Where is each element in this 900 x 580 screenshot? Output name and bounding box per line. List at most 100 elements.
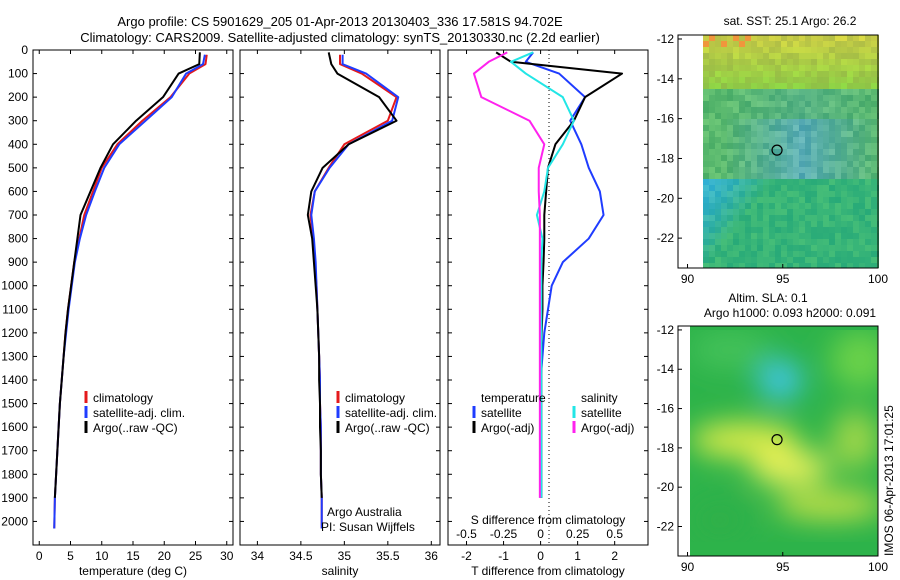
sst-cell: [859, 131, 866, 138]
sst-cell: [799, 35, 806, 42]
sst-cell: [805, 71, 812, 78]
sst-cell: [871, 41, 878, 48]
sst-cell: [721, 83, 728, 90]
sst-cell: [841, 185, 848, 192]
sst-cell: [871, 191, 878, 198]
sst-cell: [709, 191, 716, 198]
sst-cell: [775, 257, 782, 264]
sst-cell: [847, 173, 854, 180]
sst-cell: [841, 113, 848, 120]
sst-cell: [865, 101, 872, 108]
y-tick-label: 1000: [1, 279, 28, 293]
sst-cell: [775, 65, 782, 72]
sst-cell: [811, 107, 818, 114]
sst-cell: [727, 179, 734, 186]
sst-cell: [865, 245, 872, 252]
sst-cell: [745, 227, 752, 234]
sst-cell: [829, 179, 836, 186]
sst-cell: [751, 155, 758, 162]
sst-cell: [763, 119, 770, 126]
sst-cell: [823, 143, 830, 150]
sst-cell: [787, 77, 794, 84]
sla-map-tick-group: 90 95 100 -12 -14 -16 -18 -20 -22: [657, 323, 889, 574]
sst-cell: [805, 179, 812, 186]
sst-cell: [847, 101, 854, 108]
sst-cell: [799, 125, 806, 132]
x-tick-label: -2: [461, 549, 472, 563]
sst-cell: [781, 227, 788, 234]
sst-cell: [715, 263, 722, 268]
sst-cell: [715, 185, 722, 192]
sst-cell: [757, 185, 764, 192]
sst-cell: [739, 41, 746, 48]
difference-panel: -2 -1 0 1 2 -0.5 -0.25 0 0.25 0.5 T difference fr…: [447, 49, 649, 578]
sst-cell: [835, 89, 842, 96]
sst-cell: [835, 131, 842, 138]
sst-cell: [739, 131, 746, 138]
sst-cell: [739, 263, 746, 268]
sst-cell: [763, 185, 770, 192]
sst-cell: [853, 245, 860, 252]
map-y-tick-label: -22: [657, 231, 675, 245]
sst-cell: [847, 131, 854, 138]
sst-cell: [727, 89, 734, 96]
sst-cell: [805, 137, 812, 144]
sst-cell: [721, 251, 728, 258]
sst-cell: [733, 119, 740, 126]
sst-cell: [853, 47, 860, 54]
legend-label-argo: Argo(..raw -QC): [93, 421, 178, 435]
sst-cell: [859, 233, 866, 240]
sst-cell: [817, 179, 824, 186]
sst-cell: [817, 221, 824, 228]
sst-cell: [865, 233, 872, 240]
sst-cell: [829, 161, 836, 168]
sst-cell: [703, 215, 710, 222]
sst-cell: [721, 203, 728, 210]
sst-cell: [751, 233, 758, 240]
sst-cell: [805, 191, 812, 198]
sst-cell: [715, 125, 722, 132]
sst-cell: [835, 191, 842, 198]
sst-cell: [817, 113, 824, 120]
sst-cell: [823, 173, 830, 180]
sst-cell: [853, 197, 860, 204]
sst-cell: [715, 119, 722, 126]
sst-cell: [727, 215, 734, 222]
sst-cell: [811, 65, 818, 72]
sst-cell: [703, 143, 710, 150]
sst-cell: [793, 125, 800, 132]
sst-cell: [793, 173, 800, 180]
sst-cell: [727, 149, 734, 156]
sst-cell: [841, 251, 848, 258]
sst-cell: [841, 203, 848, 210]
sst-cell: [727, 227, 734, 234]
sst-cell: [703, 233, 710, 240]
sst-cell: [703, 173, 710, 180]
sst-cell: [739, 251, 746, 258]
sst-cell: [775, 101, 782, 108]
sst-cell: [721, 173, 728, 180]
sst-cell: [841, 35, 848, 42]
sst-cell: [763, 221, 770, 228]
sst-cell: [823, 263, 830, 268]
sst-cell: [709, 167, 716, 174]
sst-cell: [769, 53, 776, 60]
sst-cell: [787, 47, 794, 54]
sst-cell: [793, 215, 800, 222]
sst-cell: [817, 191, 824, 198]
sst-cell: [865, 95, 872, 102]
sst-cell: [721, 149, 728, 156]
sst-cell: [715, 65, 722, 72]
sst-cell: [823, 185, 830, 192]
sst-cell: [829, 77, 836, 84]
sst-cell: [703, 197, 710, 204]
sst-cell: [871, 233, 878, 240]
y-tick-label: 1900: [1, 491, 28, 505]
sst-cell: [859, 227, 866, 234]
sst-cell: [841, 59, 848, 66]
sst-cell: [775, 119, 782, 126]
sst-cell: [745, 35, 752, 42]
sst-cell: [805, 89, 812, 96]
sst-cell: [715, 83, 722, 90]
sst-cell: [709, 197, 716, 204]
